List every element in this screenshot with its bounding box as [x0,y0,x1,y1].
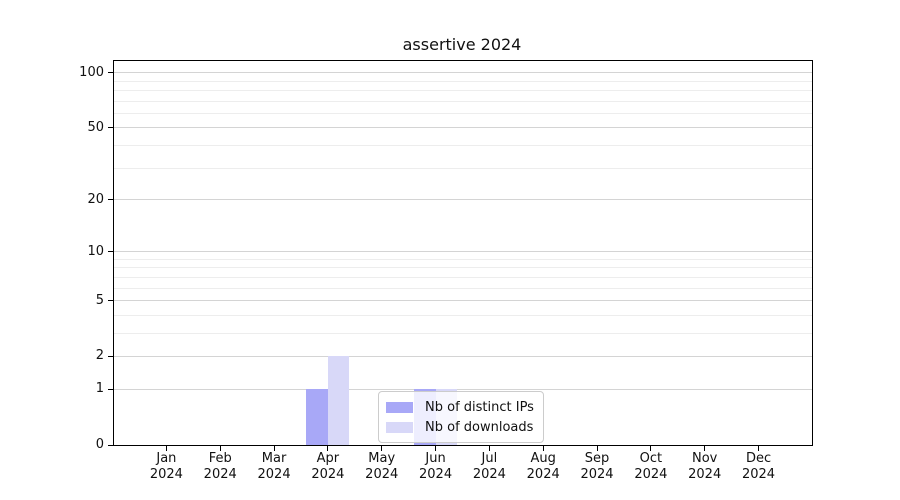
x-tick-year: 2024 [419,467,453,482]
x-tick-year: 2024 [634,467,668,482]
legend-swatch-distinct-ips [386,401,413,413]
x-tick-mark [542,446,544,451]
x-tick-label: May 2024 [350,451,414,483]
y-tick-label: 100 [79,64,104,80]
legend-entry-distinct-ips: Nb of distinct IPs [386,397,534,417]
y-tick-mark [108,355,113,357]
y-tick-mark [108,199,113,200]
x-tick-month: Mar [261,451,287,466]
gridline-major [114,355,812,357]
x-tick-mark [758,446,760,451]
x-tick-mark [381,446,383,451]
plot-area: Nb of distinct IPs Nb of downloads [113,60,813,446]
gridline-minor [114,258,812,260]
y-tick-label: 0 [95,437,104,452]
y-tick-label: 2 [95,348,104,364]
x-tick-label: Sep 2024 [565,451,629,483]
x-tick-year: 2024 [688,467,722,482]
y-tick-mark [108,72,113,74]
x-tick-month: Oct [639,451,663,466]
legend-label-distinct-ips: Nb of distinct IPs [425,399,534,415]
x-tick-label: Apr 2024 [296,451,360,483]
x-tick-year: 2024 [311,467,345,482]
x-tick-mark [596,446,598,451]
x-tick-label: Jun 2024 [404,451,468,483]
x-tick-mark [327,446,329,451]
x-tick-mark [273,446,275,451]
x-tick-month: Aug [530,451,556,466]
x-tick-mark [650,446,652,451]
y-tick-label: 5 [95,292,104,308]
y-tick-mark [108,127,113,129]
y-tick-mark [108,300,113,302]
x-tick-mark [704,446,706,451]
gridline-minor [114,167,812,169]
x-tick-month: Jun [425,451,446,466]
x-tick-label: Aug 2024 [511,451,575,483]
x-tick-label: Mar 2024 [242,451,306,483]
y-tick-mark [108,444,113,446]
gridline-major [114,127,812,129]
x-tick-label: Feb 2024 [188,451,252,483]
x-tick-label: Oct 2024 [619,451,683,483]
x-tick-year: 2024 [365,467,399,482]
gridline-minor [114,267,812,269]
legend-entry-downloads: Nb of downloads [386,417,534,437]
gridline-minor [114,80,812,82]
gridline-major [114,199,812,200]
y-tick-label: 50 [87,119,104,135]
y-tick-mark [108,251,113,253]
gridline-minor [114,287,812,289]
legend: Nb of distinct IPs Nb of downloads [378,391,544,443]
y-tick-label: 20 [87,191,104,207]
x-tick-year: 2024 [741,467,776,482]
gridline-minor [114,90,812,92]
x-tick-mark [219,446,221,451]
x-tick-label: Dec 2024 [727,451,791,483]
gridline-minor [114,113,812,115]
legend-swatch-downloads [386,421,413,433]
gridline-minor [114,145,812,147]
gridline-major [114,72,812,74]
x-tick-label: Nov 2024 [673,451,737,483]
x-tick-year: 2024 [580,467,614,482]
y-tick-label: 10 [87,243,104,259]
x-tick-year: 2024 [203,467,237,482]
x-tick-year: 2024 [472,467,506,482]
x-tick-month: Feb [208,451,232,466]
x-tick-label: Jul 2024 [457,451,521,483]
gridline-major [114,388,812,390]
gridline-minor [114,276,812,278]
x-tick-month: Nov [692,451,718,466]
x-tick-label: Jan 2024 [134,451,198,483]
gridline-minor [114,332,812,334]
x-tick-year: 2024 [257,467,291,482]
x-tick-month: Jul [481,451,498,466]
x-tick-year: 2024 [149,467,183,482]
gridline-major [114,251,812,253]
x-tick-month: Jan [156,451,177,466]
y-tick-mark [108,388,113,390]
y-tick-label: 1 [95,381,104,397]
x-tick-month: Apr [316,451,340,466]
chart-title: assertive 2024 [402,35,522,54]
x-tick-month: May [368,451,396,466]
bar-distinct-ips [306,389,328,445]
x-tick-month: Sep [584,451,610,466]
x-tick-mark [435,446,437,451]
x-tick-year: 2024 [526,467,560,482]
gridline-minor [114,100,812,102]
legend-label-downloads: Nb of downloads [425,419,534,435]
gridline-minor [114,314,812,316]
x-tick-mark [488,446,490,451]
gridline-major [114,300,812,302]
x-tick-mark [165,446,167,451]
x-tick-month: Dec [745,451,772,466]
bar-downloads [327,356,350,445]
